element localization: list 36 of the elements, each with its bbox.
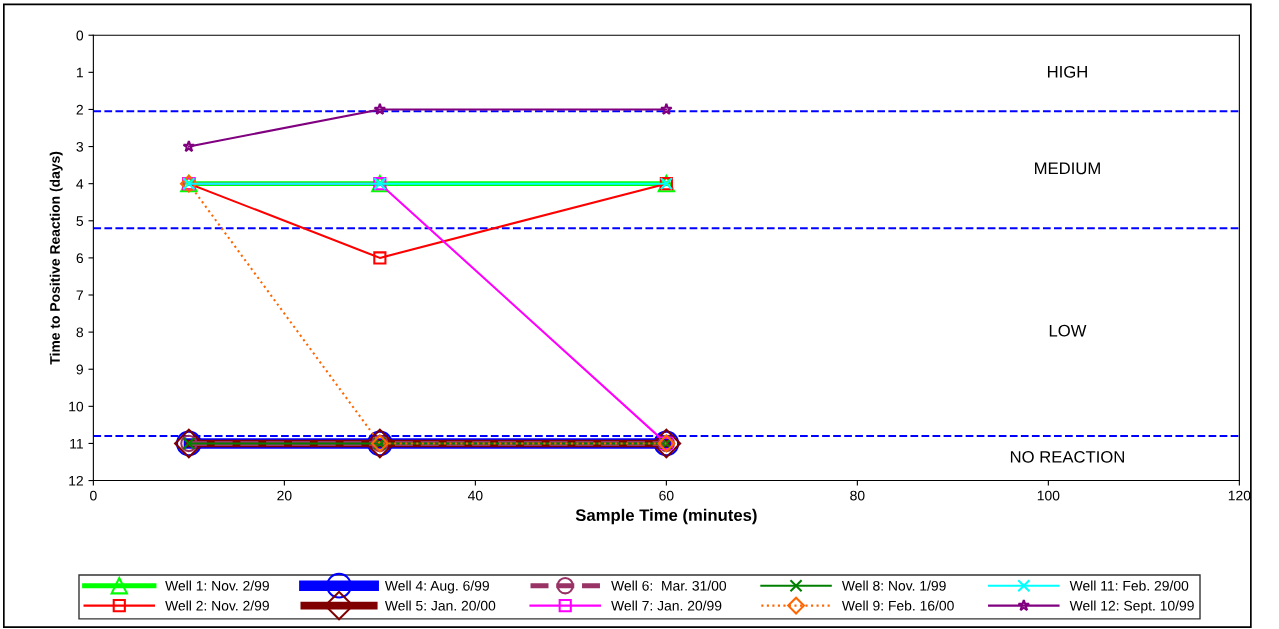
x-tick-label: 80 <box>850 490 865 501</box>
y-tick-label: 12 <box>69 475 83 486</box>
y-tick-label: 5 <box>76 216 84 226</box>
y-tick-label: 3 <box>76 141 84 152</box>
annotation: NO REACTION <box>1010 450 1124 463</box>
legend-label: Well 8: Nov. 1/99 <box>841 580 946 591</box>
y-tick-label: 1 <box>76 67 83 78</box>
y-tick-label: 9 <box>76 364 83 375</box>
y-tick-label: 10 <box>69 401 84 412</box>
x-tick-label: 40 <box>467 490 483 501</box>
y-tick-label: 4 <box>76 179 84 189</box>
legend-label: Well 2: Nov. 2/99 <box>165 600 269 611</box>
y-tick-label: 0 <box>76 30 84 41</box>
y-tick-label: 2 <box>76 104 83 115</box>
x-tick-label: 100 <box>1037 490 1060 501</box>
x-tick-label: 120 <box>1228 490 1251 501</box>
legend-label: Well 4: Aug. 6/99 <box>384 580 489 594</box>
y-tick-label: 7 <box>76 290 83 301</box>
legend-label: Well 6: Mar. 31/00 <box>611 580 727 591</box>
legend-label: Well 1: Nov. 2/99 <box>165 580 269 591</box>
y-tick-label: 11 <box>70 438 83 449</box>
x-tick-label: 60 <box>659 490 674 501</box>
legend-label: Well 7: Jan. 20/99 <box>611 600 722 611</box>
annotation: HIGH <box>1047 65 1087 78</box>
annotation: MEDIUM <box>1035 162 1100 175</box>
legend-label: Well 5: Jan. 20/00 <box>384 600 496 611</box>
y-tick-label: 8 <box>76 327 84 338</box>
y-axis-title: Time to Positive Reaction (days) <box>49 151 63 365</box>
legend-label: Well 11: Feb. 29/00 <box>1069 580 1189 591</box>
x-axis-title: Sample Time (minutes) <box>575 508 757 525</box>
x-tick-label: 20 <box>277 490 292 501</box>
y-tick-label: 6 <box>76 253 84 264</box>
legend-label: Well 12: Sept. 10/99 <box>1069 600 1194 614</box>
annotation: LOW <box>1049 324 1087 337</box>
legend-label: Well 9: Feb. 16/00 <box>841 600 954 611</box>
x-tick-label: 0 <box>90 490 97 501</box>
